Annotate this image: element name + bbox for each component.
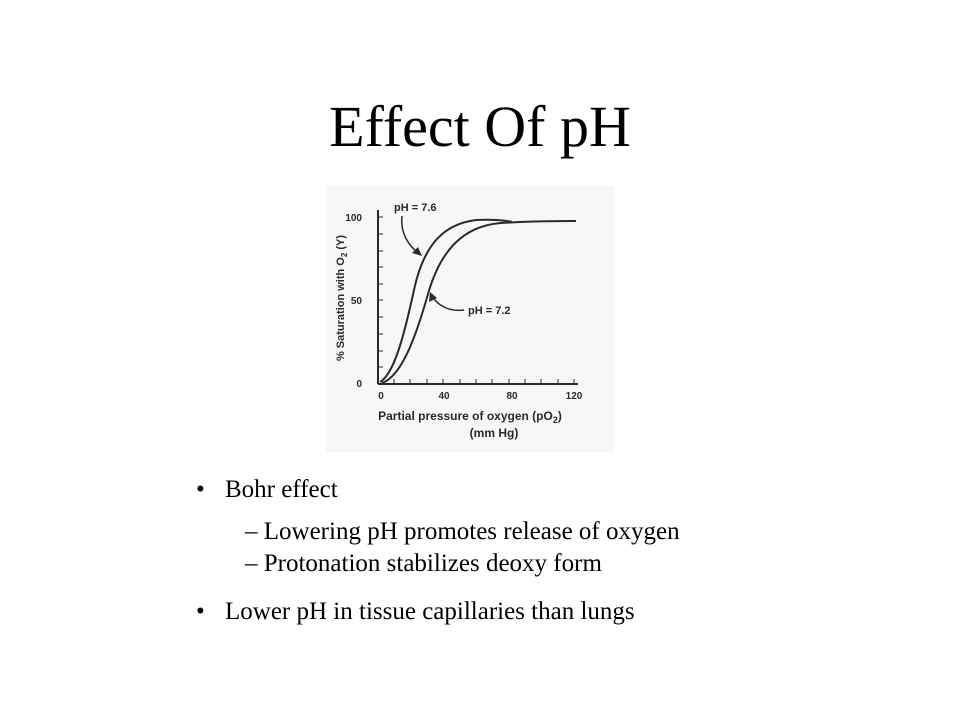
sub-bullet-item: – Protonation stabilizes deoxy form — [245, 548, 896, 580]
curve-ph-7-6 — [379, 218, 513, 383]
x-axis-minor-ticks — [393, 379, 575, 384]
bullet-text: Lower pH in tissue capillaries than lung… — [225, 598, 635, 625]
arrowhead-ph-7-6 — [412, 247, 422, 256]
bullet-marker: • — [196, 598, 205, 625]
bullet-item: • Bohr effect — [196, 474, 896, 506]
oxygen-saturation-figure: % Saturation with O2 (Y) 100 50 0 — [326, 186, 614, 452]
slide-title: Effect Of pH — [329, 94, 631, 159]
y-axis-minor-ticks — [378, 216, 383, 368]
sub-bullet-dash: – — [245, 550, 258, 577]
sub-bullet-list: – Lowering pH promotes release of oxygen… — [196, 516, 896, 580]
x-tick-120: 120 — [566, 391, 583, 402]
curve-ph-7-2 — [381, 220, 577, 384]
x-axis-label-line2: (mm Hg) — [470, 426, 519, 440]
bullet-text: Bohr effect — [225, 476, 338, 503]
bullet-item: • Lower pH in tissue capillaries than lu… — [196, 596, 896, 628]
sub-bullet-text: Protonation stabilizes deoxy form — [263, 550, 602, 577]
bullet-marker: • — [196, 476, 205, 503]
x-axis-label-line1: Partial pressure of oxygen (pO2) — [378, 409, 562, 425]
bullet-list: • Bohr effect – Lowering pH promotes rel… — [196, 474, 896, 628]
y-tick-100: 100 — [345, 213, 362, 224]
y-tick-50: 50 — [351, 296, 363, 307]
arrow-ph-7-2 — [431, 295, 465, 312]
sub-bullet-item: – Lowering pH promotes release of oxygen — [245, 516, 896, 548]
x-tick-80: 80 — [506, 391, 518, 402]
curve-label-ph-7-6: pH = 7.6 — [394, 202, 437, 214]
oxygen-saturation-plot: % Saturation with O2 (Y) 100 50 0 — [335, 202, 583, 440]
sub-bullet-text: Lowering pH promotes release of oxygen — [263, 518, 680, 545]
y-axis-label: % Saturation with O2 (Y) — [335, 235, 349, 361]
y-tick-0: 0 — [356, 379, 362, 390]
curve-label-ph-7-2: pH = 7.2 — [468, 305, 511, 317]
arrowhead-ph-7-2 — [429, 292, 437, 302]
x-tick-40: 40 — [438, 391, 450, 402]
x-tick-0: 0 — [378, 391, 384, 402]
sub-bullet-dash: – — [245, 518, 258, 545]
